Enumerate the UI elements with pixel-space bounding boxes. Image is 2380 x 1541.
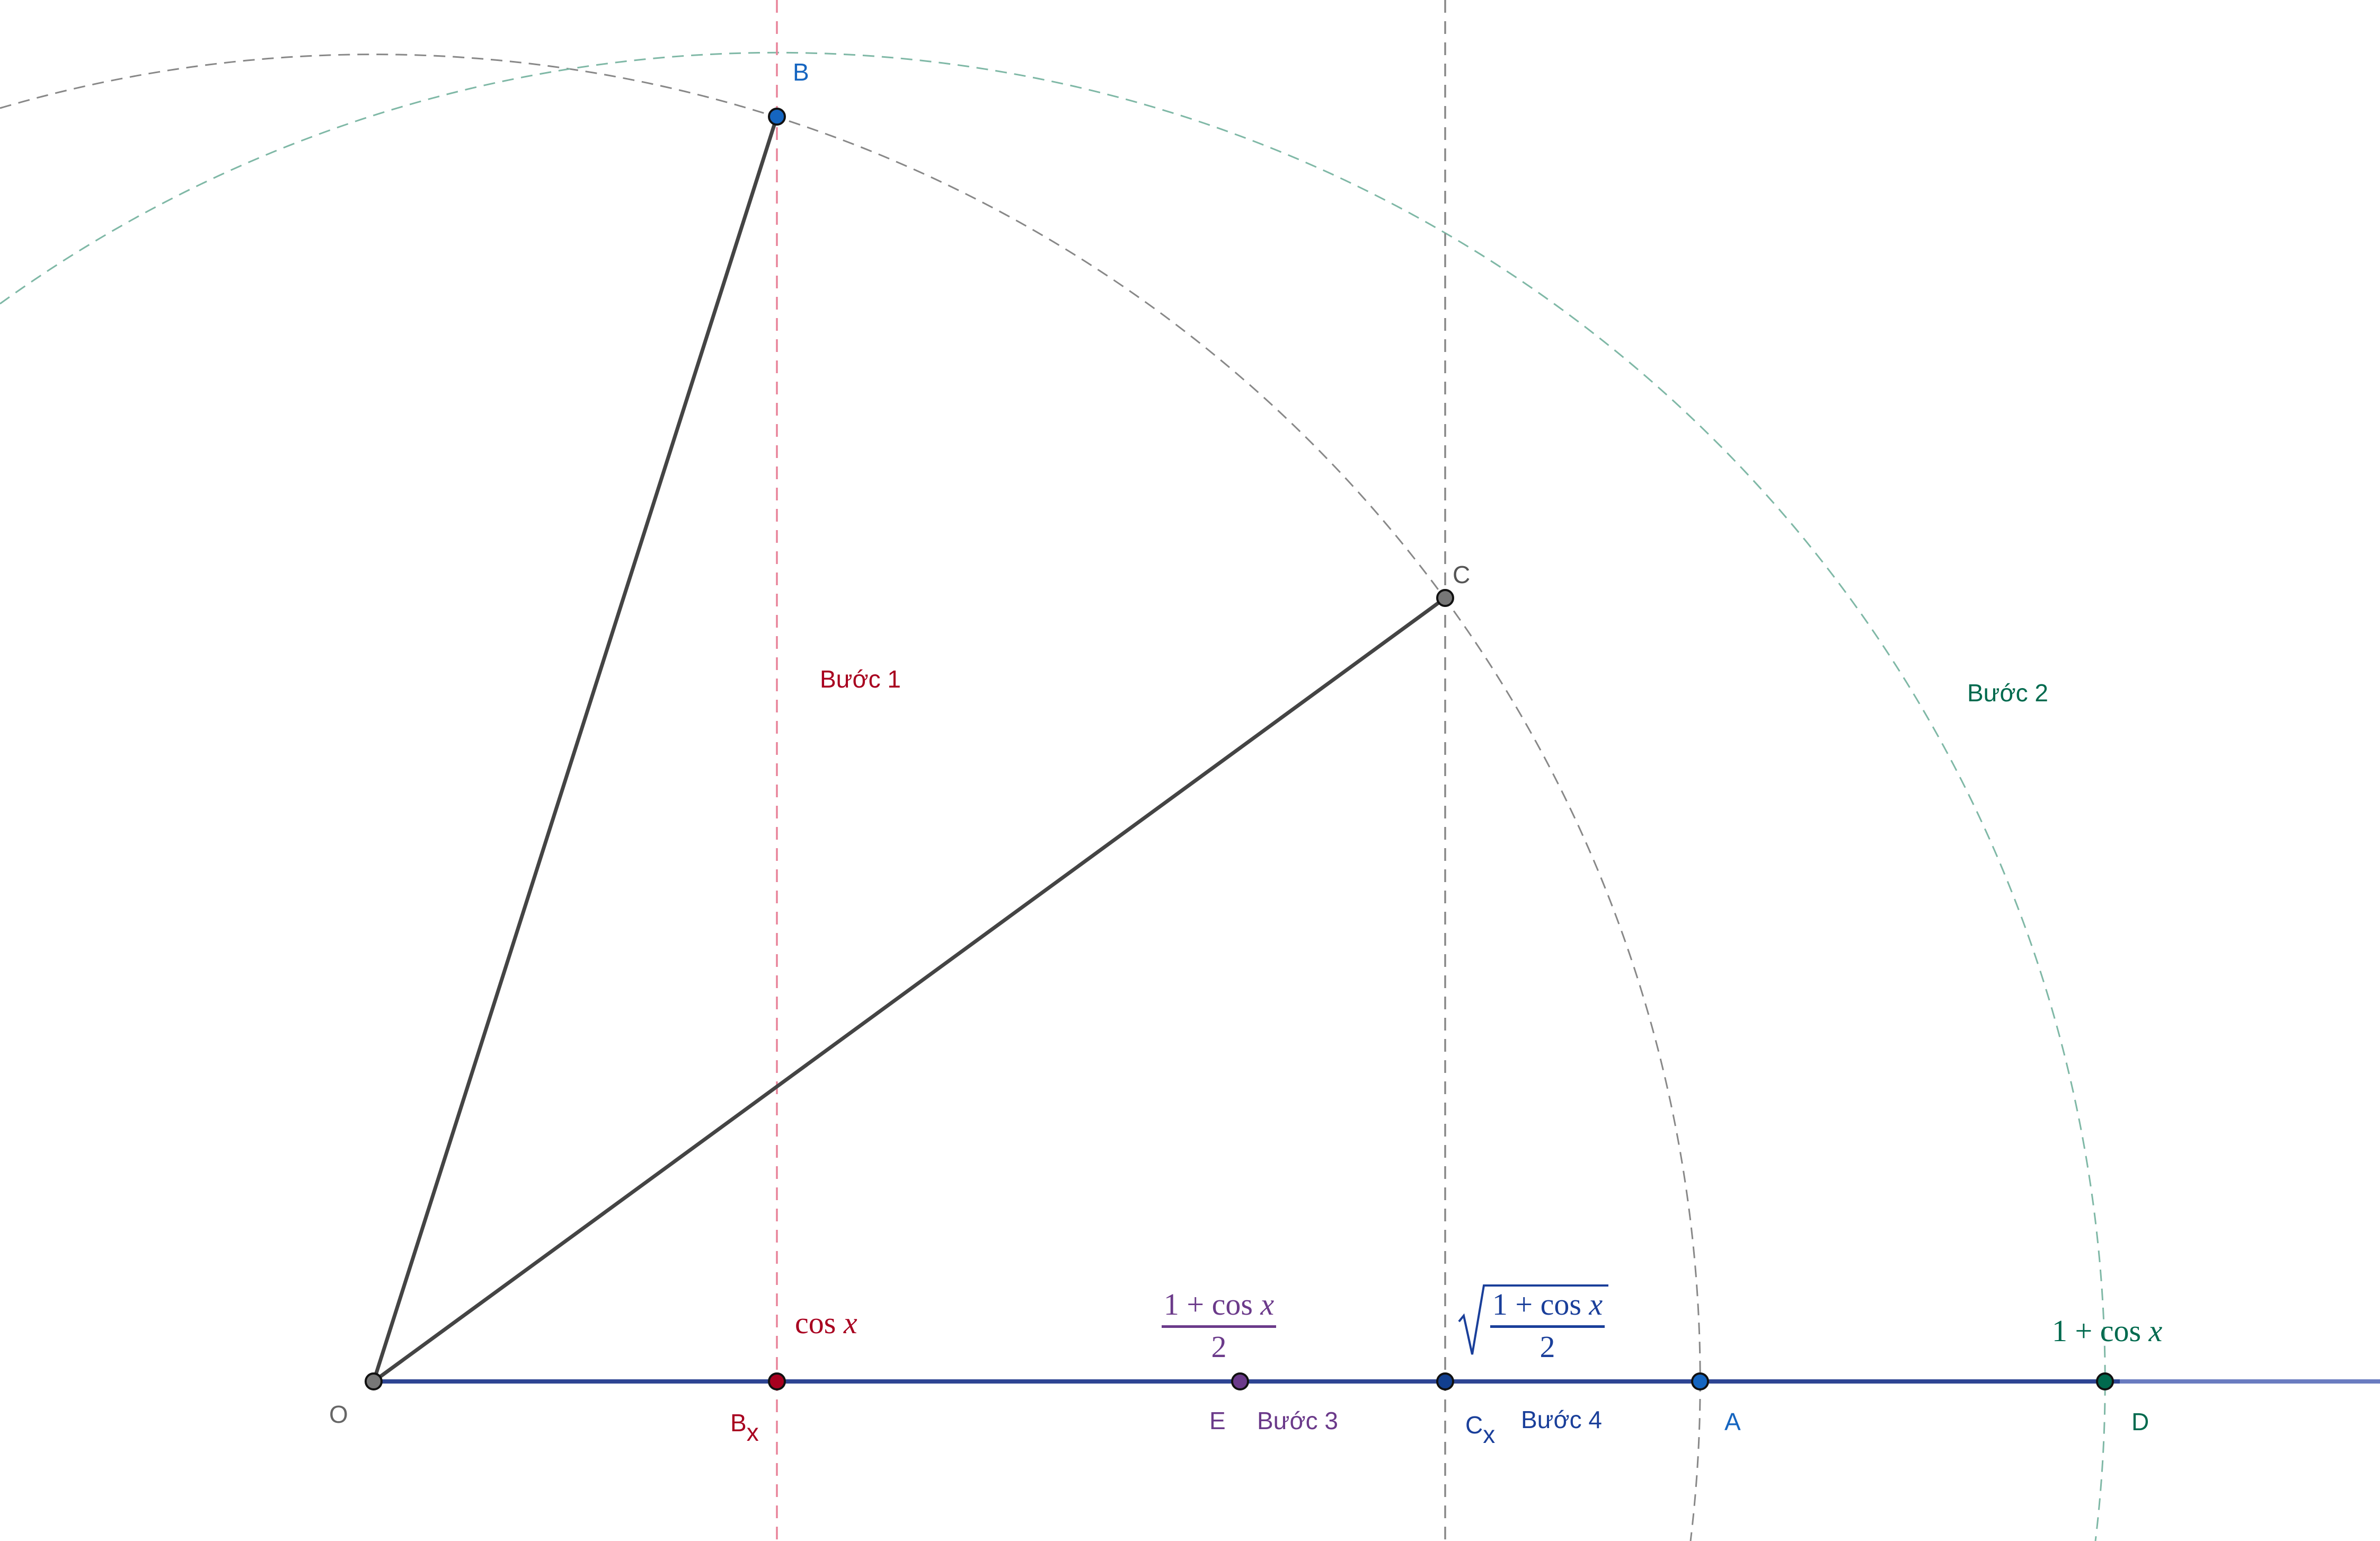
point-d[interactable] <box>2096 1372 2114 1390</box>
fraction-denominator: 2 <box>1540 1329 1555 1364</box>
label-o: O <box>329 1401 348 1428</box>
point-bx[interactable] <box>768 1372 786 1390</box>
fraction-bar <box>1162 1325 1276 1328</box>
point-b[interactable] <box>768 108 786 126</box>
circle-center-o-radius-oa <box>0 54 1701 1541</box>
point-o[interactable] <box>365 1372 383 1390</box>
circle-center-bx-radius-bxd <box>0 51 2106 1541</box>
fraction-numerator: 1 + cos x <box>1492 1287 1603 1322</box>
math-sqrt-half-one-plus-cos-x: 1 + cos x 2 <box>1458 1284 1608 1364</box>
point-a[interactable] <box>1691 1372 1709 1390</box>
sqrt-sign <box>1458 1284 1608 1355</box>
label-bx: Bx <box>730 1409 759 1446</box>
label-c: C <box>1453 561 1470 588</box>
label-e: E <box>1209 1407 1226 1434</box>
math-one-plus-cos-x: 1 + cos x <box>2052 1314 2163 1348</box>
fraction-bar <box>1490 1325 1605 1328</box>
segment-ob <box>371 116 779 1383</box>
label-b: B <box>793 58 809 86</box>
fraction-denominator: 2 <box>1211 1329 1227 1364</box>
label-cx: Cx <box>1465 1411 1495 1448</box>
point-c[interactable] <box>1436 589 1454 607</box>
label-step-2: Bước 2 <box>1967 679 2048 707</box>
math-half-one-plus-cos-x: 1 + cos x 2 <box>1162 1287 1276 1364</box>
label-step-1: Bước 1 <box>820 665 901 693</box>
point-e[interactable] <box>1231 1372 1249 1390</box>
point-cx[interactable] <box>1436 1372 1454 1390</box>
segment-oc <box>372 596 1447 1383</box>
label-step-3: Bước 3 <box>1257 1407 1338 1434</box>
label-a: A <box>1724 1408 1741 1436</box>
math-cos-x: cos x <box>795 1306 857 1340</box>
label-step-4: Bước 4 <box>1521 1406 1602 1433</box>
fraction-numerator: 1 + cos x <box>1164 1287 1275 1322</box>
label-d: D <box>2131 1408 2149 1436</box>
